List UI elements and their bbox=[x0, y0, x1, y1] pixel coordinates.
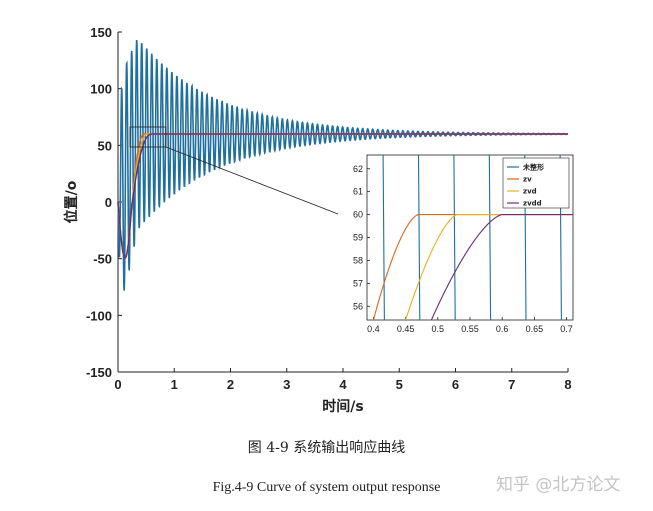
inset-ticks: 0.4 0.45 0.5 0.55 0.6 0.65 0.7 62 61 60 59 58 57 56 bbox=[353, 164, 573, 334]
inset-line-zvdd bbox=[430, 214, 573, 320]
x-tick-label: 7 bbox=[508, 377, 515, 392]
inset-x-tick-label: 0.6 bbox=[496, 324, 509, 334]
legend-box bbox=[502, 157, 570, 209]
x-axis-label: 时间/s bbox=[322, 398, 363, 415]
legend-label: zvd bbox=[523, 188, 537, 196]
inset-legend: 未整形 zv zvd zvdd bbox=[502, 157, 570, 209]
inset-chart: 0.4 0.45 0.5 0.55 0.6 0.65 0.7 62 61 60 59 58 57 56 未… bbox=[353, 154, 574, 334]
zoom-box bbox=[129, 126, 167, 148]
caption-chinese: 图 4-9 系统输出响应曲线 bbox=[247, 440, 406, 456]
x-tick-label: 1 bbox=[171, 377, 178, 392]
y-tick-label: -100 bbox=[86, 308, 112, 323]
inset-x-tick-label: 0.55 bbox=[461, 324, 479, 334]
main-series bbox=[117, 39, 569, 291]
legend-label: zvdd bbox=[523, 200, 542, 208]
inset-line-unshaped bbox=[453, 155, 456, 320]
x-tick-label: 0 bbox=[114, 377, 121, 392]
legend-label: 未整形 bbox=[523, 163, 544, 172]
inset-y-tick-label: 61 bbox=[353, 187, 363, 197]
x-tick-label: 5 bbox=[396, 377, 403, 392]
inset-y-tick-label: 56 bbox=[353, 301, 363, 311]
x-tick-label: 6 bbox=[452, 377, 459, 392]
zoom-connector bbox=[165, 146, 339, 215]
y-tick-label: 100 bbox=[90, 82, 112, 97]
x-tick-label: 3 bbox=[283, 377, 290, 392]
y-tick-label: -50 bbox=[93, 252, 112, 267]
watermark: 知乎 @北方论文 bbox=[496, 475, 621, 495]
inset-x-tick-label: 0.45 bbox=[397, 324, 415, 334]
inset-x-tick-label: 0.65 bbox=[526, 324, 544, 334]
inset-y-tick-label: 58 bbox=[353, 255, 363, 265]
inset-y-tick-label: 60 bbox=[353, 210, 363, 220]
y-tick-label: 0 bbox=[105, 195, 112, 210]
inset-line-unshaped bbox=[417, 155, 421, 320]
y-axis-label: 位置/o bbox=[63, 180, 80, 223]
inset-y-tick-label: 62 bbox=[353, 164, 363, 174]
y-tick-label: 50 bbox=[98, 138, 112, 153]
caption-english: Fig.4-9 Curve of system output response bbox=[212, 480, 441, 495]
inset-line-unshaped bbox=[382, 155, 385, 320]
inset-y-tick-label: 59 bbox=[353, 233, 363, 243]
inset-x-tick-label: 0.7 bbox=[560, 324, 573, 334]
series-line-zvdd bbox=[117, 133, 568, 259]
y-tick-label: 150 bbox=[90, 25, 112, 40]
x-tick-label: 2 bbox=[227, 377, 234, 392]
y-tick-label: -150 bbox=[86, 365, 112, 380]
inset-x-tick-label: 0.4 bbox=[367, 324, 380, 334]
x-tick-label: 4 bbox=[339, 377, 347, 392]
inset-line-unshaped bbox=[488, 155, 492, 320]
x-tick-label: 8 bbox=[564, 377, 571, 392]
series-line-unshaped bbox=[117, 39, 569, 291]
inset-x-tick-label: 0.5 bbox=[432, 324, 445, 334]
inset-y-tick-label: 57 bbox=[353, 278, 363, 288]
legend-label: zv bbox=[523, 176, 532, 184]
